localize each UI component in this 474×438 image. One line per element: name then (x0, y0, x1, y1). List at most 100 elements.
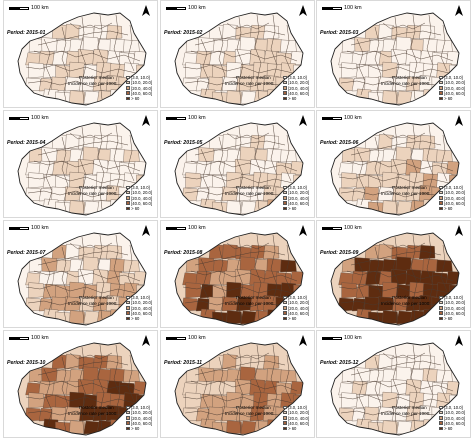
legend-swatch (439, 96, 443, 101)
district-boundary (182, 174, 294, 184)
choropleth-map (17, 115, 150, 216)
legend-title: Posterior median Incidence rate per 1000: (68, 295, 118, 306)
legend-item: [3.0, 10.0] (283, 75, 309, 80)
district-boundary (184, 190, 280, 198)
legend-swatch (126, 306, 130, 310)
country-border (330, 342, 460, 436)
choropleth-map (17, 335, 150, 436)
legend-title: Posterior median Incidence rate per 1000: (381, 295, 431, 306)
legend-title-line2: Incidence rate per 1000: (68, 80, 118, 86)
country-border (17, 122, 147, 216)
legend-swatch (283, 426, 287, 431)
district-boundary (194, 250, 286, 266)
legend-item: [20.0, 40.0] (439, 306, 465, 311)
legend-item: > 60 (283, 206, 309, 211)
district-boundary (236, 236, 244, 324)
scale-label: 100 km (344, 335, 362, 341)
legend-swatch (439, 196, 443, 200)
legend-title: Posterior median Incidence rate per 1000: (225, 185, 275, 196)
district-cell (253, 200, 270, 215)
district-cell (96, 310, 113, 325)
district-boundary (338, 394, 450, 404)
legend-swatch (439, 306, 443, 310)
legend-swatch (126, 421, 130, 426)
district-boundary (382, 22, 426, 30)
legend-item: [20.0, 40.0] (283, 306, 309, 311)
district-boundary (338, 64, 450, 74)
district-boundary (37, 30, 129, 46)
legend-item: [40.0, 60.0] (126, 91, 152, 96)
district-boundary (200, 148, 210, 206)
scale-label: 100 km (188, 225, 206, 231)
legend-item: > 60 (439, 206, 465, 211)
north-arrow-icon (455, 225, 463, 236)
legend-swatch (439, 316, 443, 321)
district-boundary (37, 250, 129, 266)
legend-swatch (283, 410, 287, 415)
legend-swatch (126, 96, 130, 101)
map-panel: 100 km Period: 2015-04 Posterior median Inc… (3, 110, 158, 218)
legend-label: > 60 (131, 96, 140, 102)
district-cell (341, 172, 359, 189)
north-arrow-icon (455, 335, 463, 346)
district-boundary (392, 236, 400, 324)
legend-label: [3.0, 10.0] (288, 405, 307, 410)
map-panel: 100 km Period: 2015-05 Posterior median Inc… (160, 110, 315, 218)
map-panel: 100 km Period: 2015-08 Posterior median Inc… (160, 220, 315, 328)
district-cell (133, 381, 146, 396)
district-boundary (184, 410, 280, 418)
legend-title-line2: Incidence rate per 1000: (68, 190, 118, 196)
district-boundary (127, 354, 135, 402)
district-cell (409, 420, 426, 435)
legend-item: [10.0, 20.0] (283, 190, 309, 195)
legend-item: [20.0, 40.0] (439, 196, 465, 201)
choropleth-map (330, 335, 463, 436)
district-boundary (374, 246, 382, 322)
district-cell (109, 199, 127, 215)
district-boundary (426, 14, 434, 82)
legend-swatch (439, 426, 443, 431)
legend-swatch (439, 421, 443, 426)
legend-item: [40.0, 60.0] (283, 201, 309, 206)
district-boundary (194, 360, 286, 376)
district-boundary (190, 270, 298, 282)
district-boundary (382, 132, 426, 140)
district-boundary (350, 360, 442, 376)
legend: [3.0, 10.0] [10.0, 20.0] [20.0, 40.0] [40.0… (439, 295, 465, 321)
country-border (174, 232, 304, 326)
legend-item: [20.0, 40.0] (126, 86, 152, 91)
legend-title: Posterior median Incidence rate per 1000: (225, 295, 275, 306)
scale-bar (322, 227, 352, 231)
district-boundary (184, 300, 280, 308)
legend-swatch (283, 190, 287, 195)
district-boundary (113, 14, 121, 82)
legend: [3.0, 10.0] [10.0, 20.0] [20.0, 40.0] [40.0… (126, 295, 152, 321)
legend-label: [40.0, 60.0] (288, 310, 310, 316)
district-boundary (79, 346, 87, 434)
district-boundary (374, 136, 382, 212)
district-cell (253, 420, 270, 435)
district-boundary (127, 24, 135, 72)
legend-item: > 60 (439, 426, 465, 431)
district-boundary (194, 140, 286, 156)
legend-title-line1: Posterior median (392, 405, 427, 410)
legend-swatch (126, 206, 130, 211)
district-cell (409, 90, 426, 105)
legend-item: [10.0, 20.0] (126, 300, 152, 305)
district-cell (409, 200, 426, 215)
district-boundary (236, 346, 244, 434)
legend-title: Posterior median Incidence rate per 1000: (225, 405, 275, 416)
district-boundary (27, 80, 123, 88)
legend-item: > 60 (283, 96, 309, 101)
scale-label: 100 km (188, 115, 206, 121)
legend-label: [10.0, 20.0] (131, 190, 153, 196)
district-boundary (190, 380, 298, 392)
legend-title: Posterior median Incidence rate per 1000: (225, 75, 275, 86)
legend-swatch (283, 86, 287, 90)
district-boundary (200, 368, 210, 426)
period-label: Period: 2015-04 (7, 140, 46, 146)
legend-label: > 60 (131, 316, 140, 322)
north-arrow-icon (299, 335, 307, 346)
legend-swatch (126, 316, 130, 321)
legend-label: [40.0, 60.0] (444, 420, 466, 426)
